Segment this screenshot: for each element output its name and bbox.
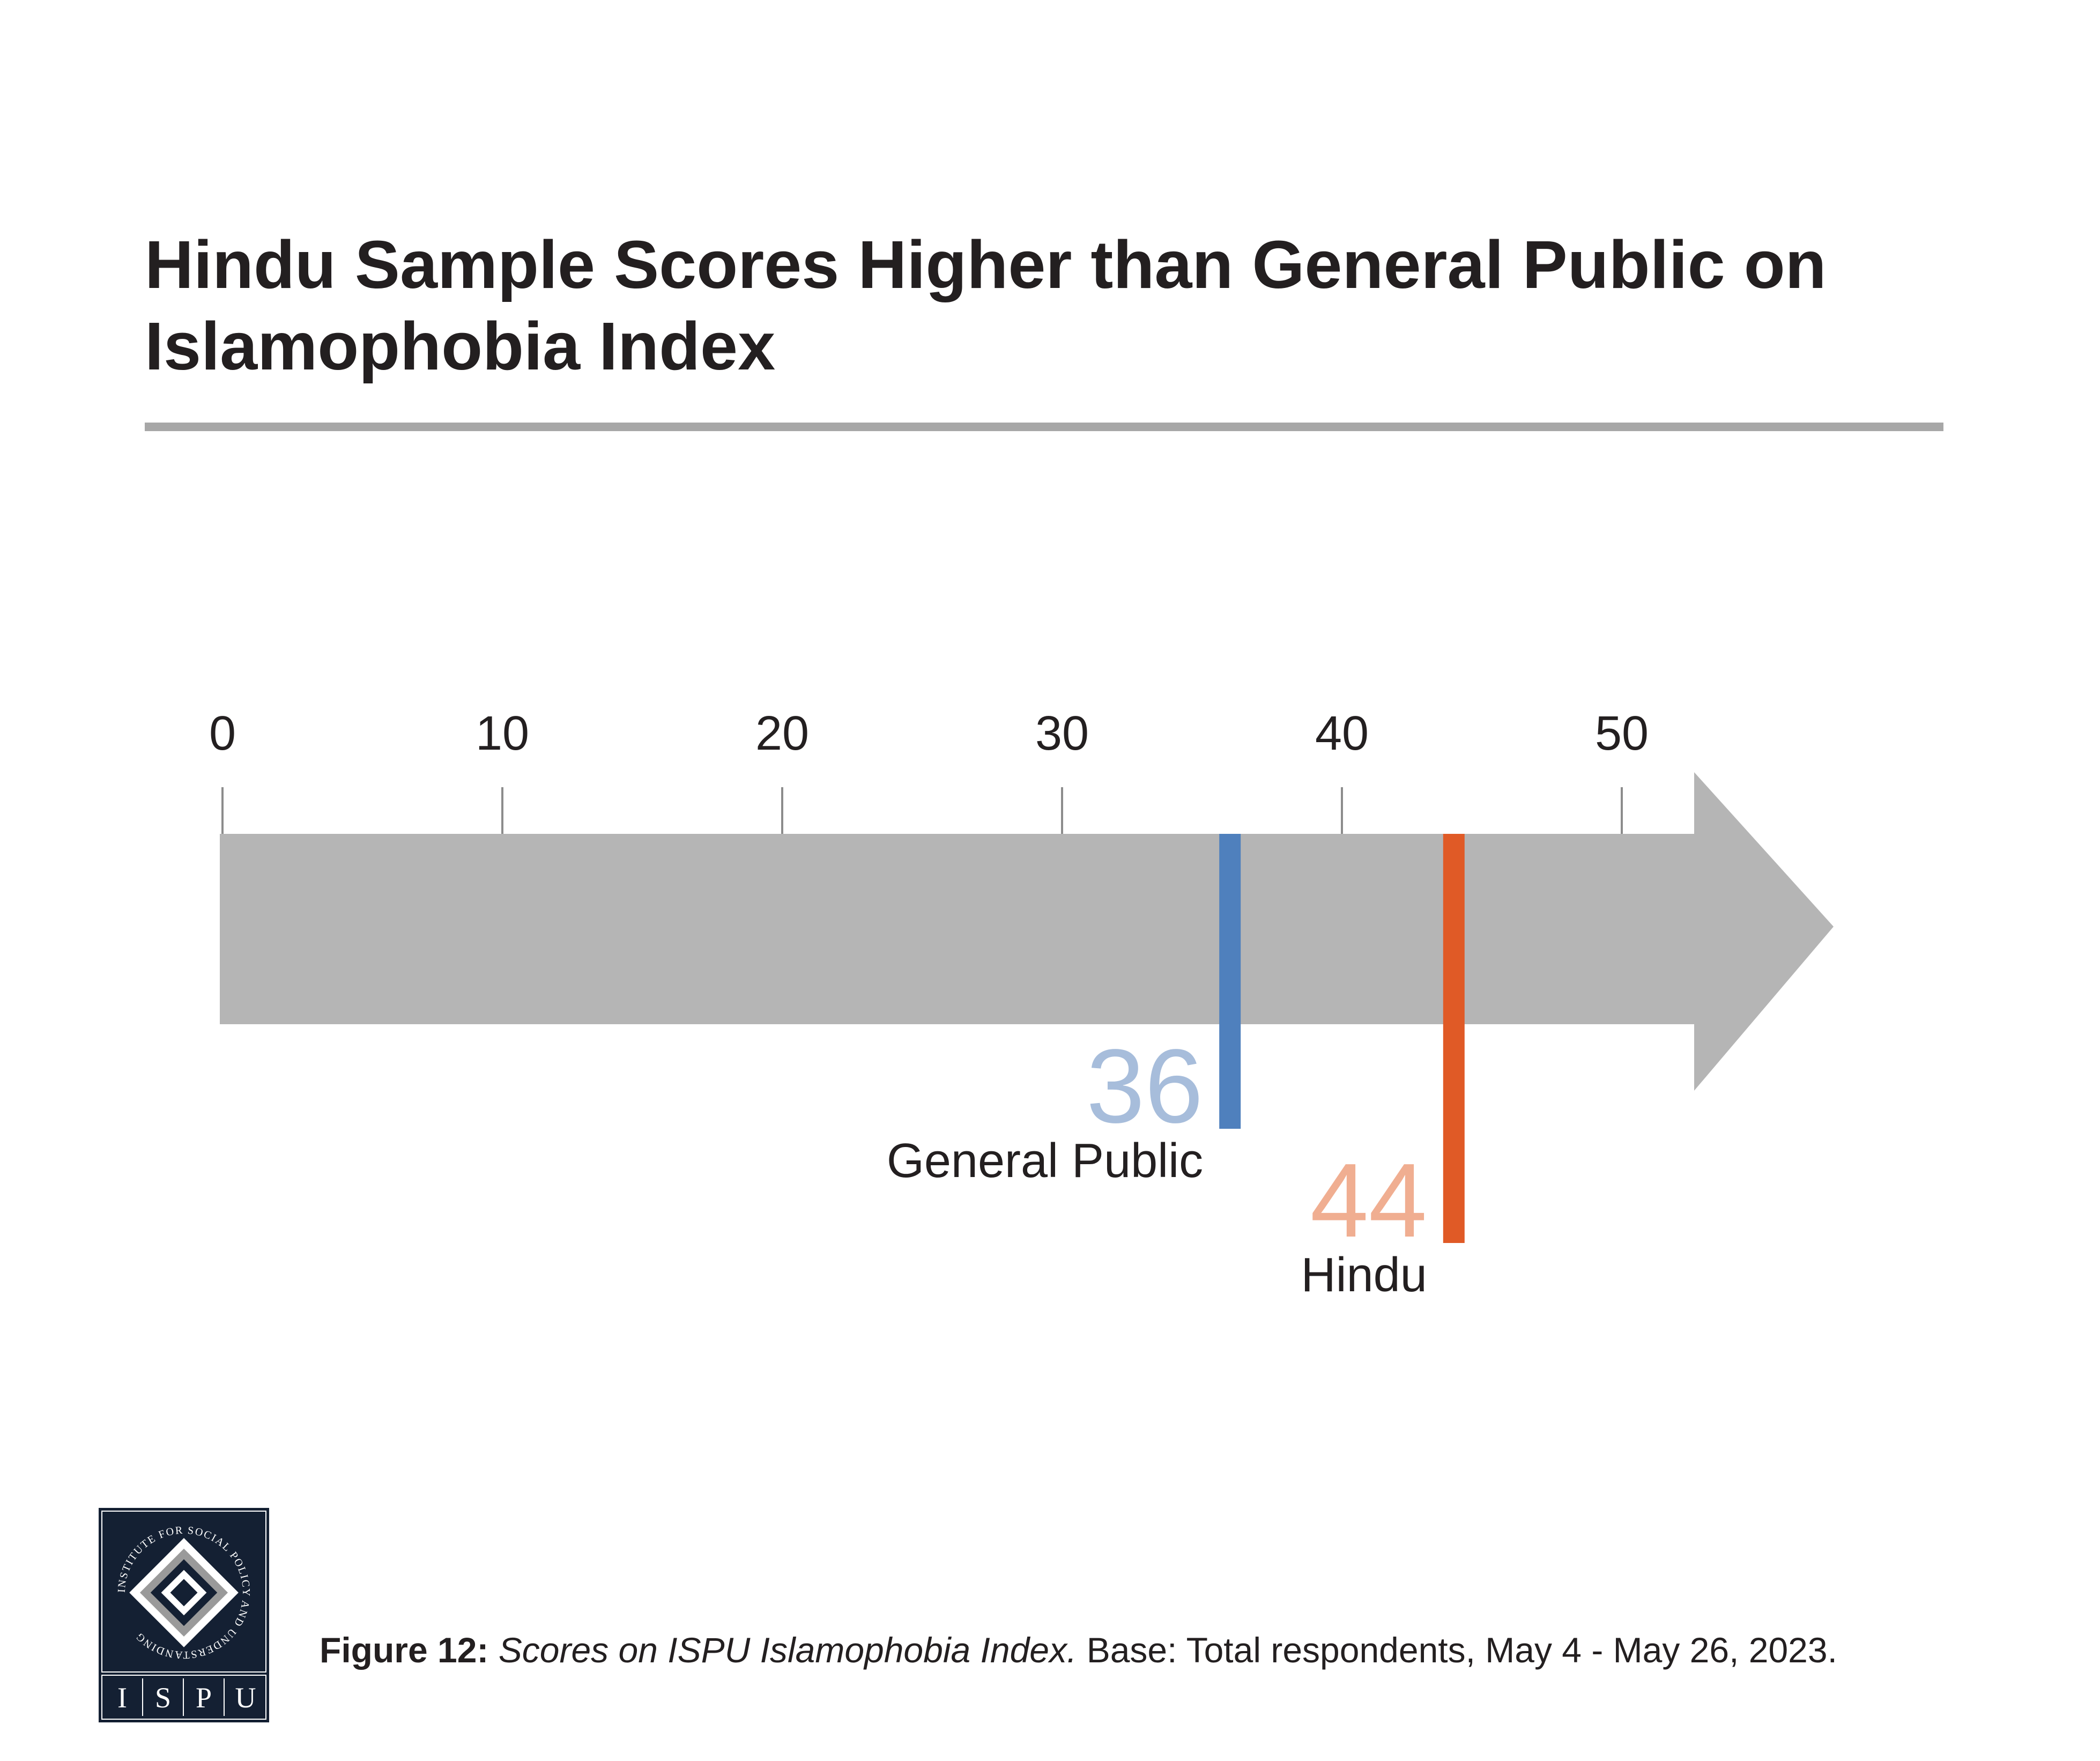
tick-label-30: 30 <box>1035 707 1089 760</box>
chart-title: Hindu Sample Scores Higher than General … <box>145 227 1827 384</box>
title-divider <box>145 423 1943 431</box>
figure-title: Scores on ISPU Islamophobia Index. <box>498 1630 1077 1670</box>
tick-label-50: 50 <box>1595 707 1649 760</box>
value-label-general-public: 36 <box>1086 1027 1203 1145</box>
figure-caption: Figure 12: Scores on ISPU Islamophobia I… <box>320 1628 1847 1672</box>
marker-general-public <box>1219 834 1241 1129</box>
logo-letter-u: U <box>235 1682 256 1714</box>
ispu-logo: INSTITUTE FOR SOCIAL POLICY AND UNDERSTA… <box>99 1508 269 1722</box>
tick-label-0: 0 <box>209 707 236 760</box>
figure-label: Figure 12: <box>320 1630 489 1670</box>
logo-letter-i: I <box>117 1682 127 1714</box>
marker-hindu <box>1443 834 1465 1243</box>
logo-letter-p: P <box>196 1682 212 1714</box>
scale-arrow <box>220 772 1834 1091</box>
tick-label-20: 20 <box>755 707 809 760</box>
tick-label-10: 10 <box>476 707 529 760</box>
series-label-general-public: General Public <box>887 1134 1203 1188</box>
figure-text: Base: Total respondents, May 4 - May 26,… <box>1086 1630 1837 1670</box>
logo-letter-s: S <box>155 1682 171 1714</box>
axis-ticks: 0 10 20 30 40 50 <box>209 707 1649 836</box>
value-label-hindu: 44 <box>1310 1142 1427 1259</box>
series-label-hindu: Hindu <box>1301 1248 1427 1302</box>
tick-label-40: 40 <box>1315 707 1369 760</box>
